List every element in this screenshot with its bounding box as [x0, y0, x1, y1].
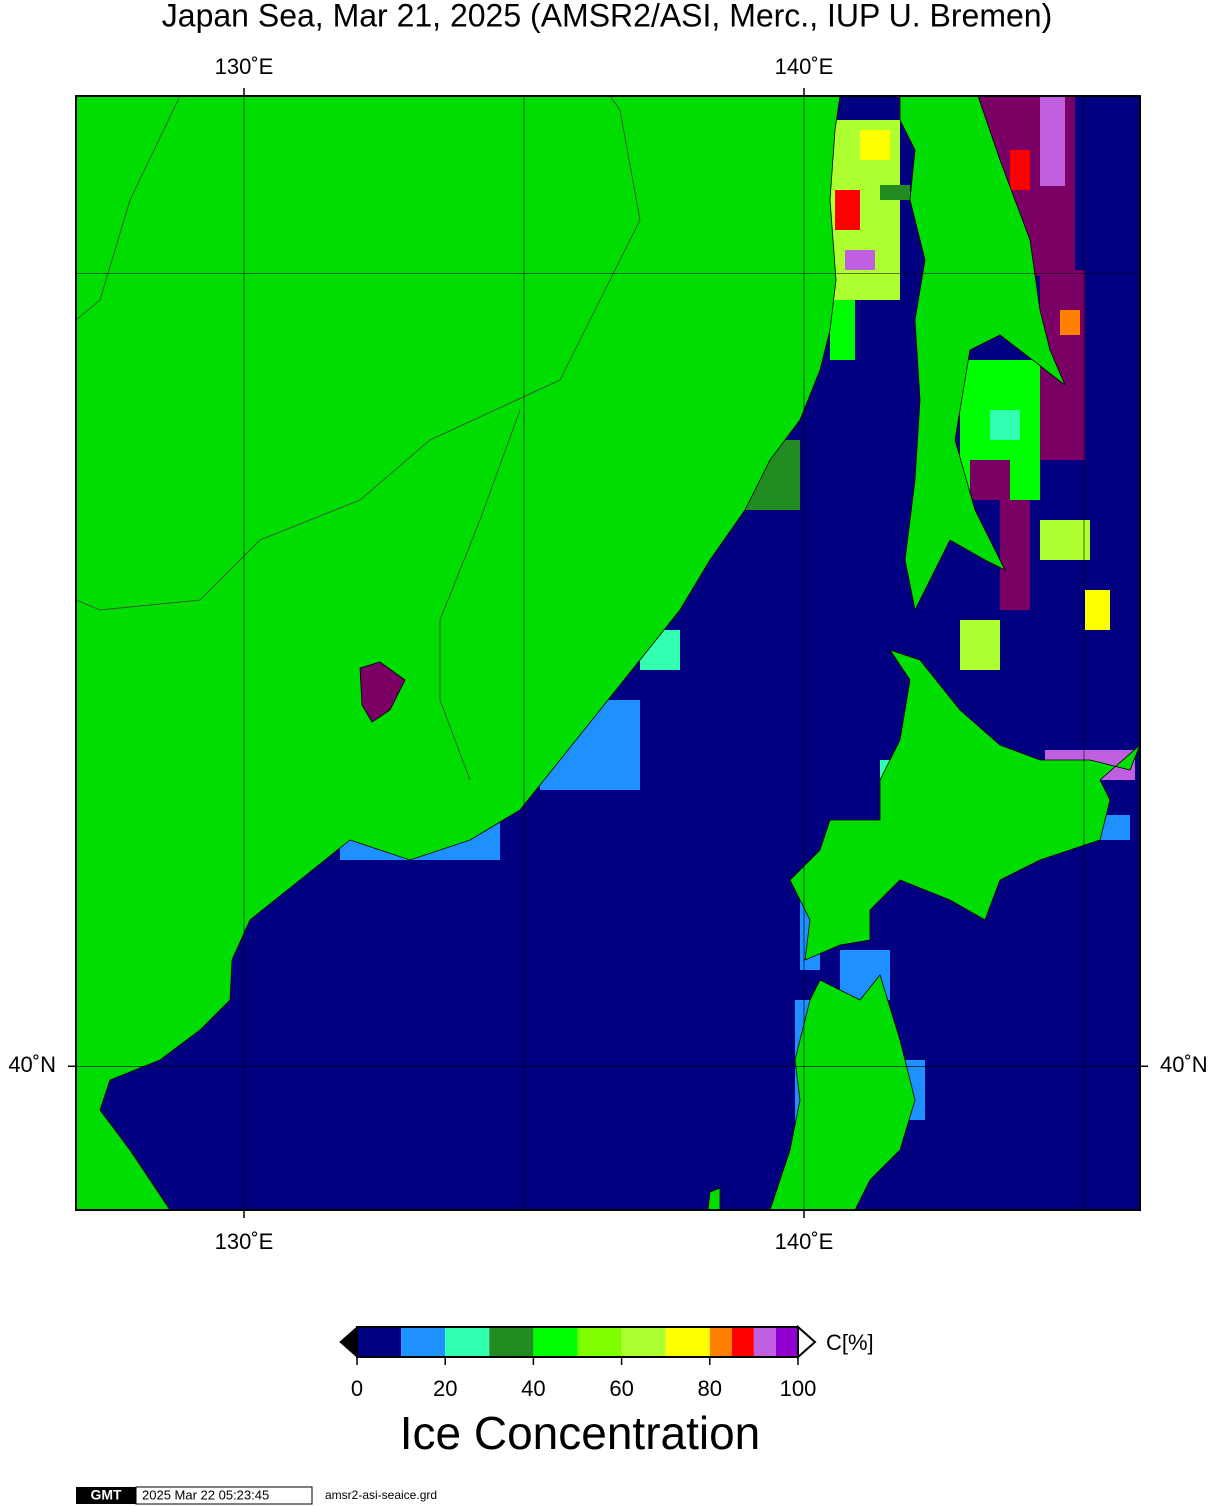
colorbar-label: C[%] — [826, 1330, 874, 1355]
colorbar-segment — [401, 1327, 446, 1357]
colorbar-tick-label: 20 — [433, 1376, 457, 1401]
y-tick-label: 40˚N — [8, 1052, 56, 1077]
colorbar-segment — [533, 1327, 578, 1357]
x-tick-label: 140˚E — [775, 1229, 834, 1254]
colorbar-frame — [356, 1326, 799, 1358]
border — [76, 96, 181, 321]
colorbar-tick-label: 60 — [609, 1376, 633, 1401]
land-hokkaido — [789, 649, 1140, 961]
timestamp: 2025 Mar 22 05:23:45 — [142, 1487, 269, 1502]
colorbar-segment — [753, 1327, 776, 1357]
colorbar-segment — [577, 1327, 622, 1357]
colorbar-over — [797, 1324, 817, 1360]
title: Japan Sea, Mar 21, 2025 (AMSR2/ASI, Merc… — [162, 0, 1052, 33]
timestamp-box — [135, 1486, 313, 1505]
land-honshu — [769, 974, 916, 1210]
border — [76, 96, 641, 611]
land-asia — [76, 96, 841, 1210]
graticule — [76, 96, 1140, 1210]
file-name: amsr2-asi-seaice.grd — [325, 1488, 437, 1502]
colorbar-tick-label: 100 — [780, 1376, 817, 1401]
gmt-logo — [76, 1487, 136, 1504]
gmt-logo-text: GMT — [90, 1487, 122, 1503]
lake-khanka-ice — [359, 661, 406, 723]
colorbar-segment — [775, 1327, 798, 1357]
x-tick-label: 140˚E — [775, 54, 834, 79]
colorbar-segment — [665, 1327, 710, 1357]
colorbar-tick-label: 40 — [521, 1376, 545, 1401]
x-tick-label: 130˚E — [215, 54, 274, 79]
colorbar-segment — [709, 1327, 732, 1357]
colorbar-segment — [731, 1327, 754, 1357]
colorbar-under — [339, 1325, 358, 1359]
colorbar-segment — [445, 1327, 490, 1357]
colorbar-segment — [357, 1327, 402, 1357]
land-sakhalin — [899, 96, 1066, 612]
map-frame — [75, 95, 1141, 1211]
y-tick-label: 40˚N — [1160, 1052, 1208, 1077]
x-tick-label: 130˚E — [215, 1229, 274, 1254]
land-island — [707, 1187, 721, 1210]
colorbar-segment — [621, 1327, 666, 1357]
colorbar-tick-label: 80 — [698, 1376, 722, 1401]
colorbar-segment — [489, 1327, 534, 1357]
colorbar-tick-label: 0 — [351, 1376, 363, 1401]
map — [76, 96, 1140, 1210]
colorbar-title: Ice Concentration — [400, 1407, 761, 1459]
border — [439, 409, 521, 781]
